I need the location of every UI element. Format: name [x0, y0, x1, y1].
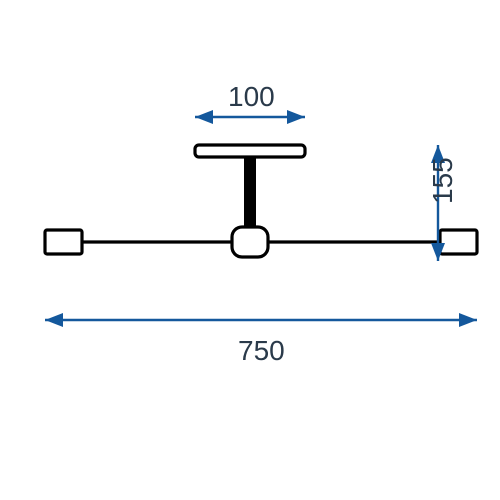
- dim-label-right: 155: [427, 157, 458, 204]
- dim-label-top: 100: [228, 81, 275, 112]
- center-hub: [232, 227, 268, 257]
- mount-plate: [195, 145, 305, 157]
- dim-arrow: [459, 313, 477, 327]
- stem: [244, 157, 256, 227]
- dim-label-bottom: 750: [238, 335, 285, 366]
- dim-arrow: [195, 110, 213, 124]
- dim-arrow: [287, 110, 305, 124]
- end-cap-right: [440, 230, 477, 254]
- end-cap-left: [45, 230, 82, 254]
- dim-arrow: [45, 313, 63, 327]
